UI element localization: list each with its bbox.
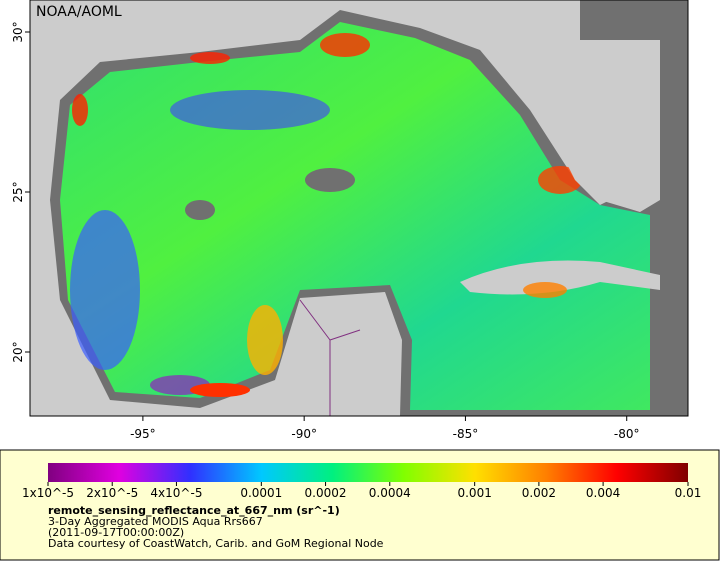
colorbar-label: 4x10^-5: [150, 486, 202, 500]
high-patch: [538, 166, 582, 194]
florida: [530, 100, 610, 205]
colorbar-label: 0.004: [586, 486, 620, 500]
caption-product: 3-Day Aggregated MODIS Aqua Rrs667: [48, 515, 263, 528]
lat-label: 30°: [11, 21, 25, 42]
credit: NOAA/AOML: [36, 4, 122, 20]
caption-variable: remote_sensing_reflectance_at_667_nm (sr…: [48, 504, 340, 517]
caption-credit: Data courtesy of CoastWatch, Carib. and …: [48, 537, 384, 550]
colorbar-label: 0.0004: [369, 486, 411, 500]
high-patch: [190, 383, 250, 397]
no-data-patch: [305, 168, 355, 192]
caption-time: (2011-09-17T00:00:00Z): [48, 526, 184, 539]
colorbar: [48, 463, 688, 482]
high-patch: [523, 282, 567, 298]
low-patch: [70, 210, 140, 370]
high-patch: [247, 305, 283, 375]
colorbar-label: 1x10^-5: [22, 486, 74, 500]
high-patch: [72, 94, 88, 126]
cuba: [460, 260, 660, 295]
lon-label: -85°: [453, 427, 479, 441]
low-patch: [170, 90, 330, 130]
colorbar-label: 0.0002: [305, 486, 347, 500]
lon-label: -90°: [291, 427, 317, 441]
lon-label: -95°: [130, 427, 156, 441]
no-data-patch: [185, 200, 215, 220]
border: [299, 299, 361, 416]
lon-label: -80°: [614, 427, 640, 441]
atlantic: [660, 40, 688, 416]
map-frame: [29, 0, 689, 417]
colorbar-label: 0.001: [457, 486, 491, 500]
high-patch: [320, 33, 370, 57]
lat-label: 25°: [11, 181, 25, 202]
atlantic: [580, 0, 688, 40]
map: [30, 0, 688, 416]
lat-axis: 20° 25° 30°: [11, 21, 30, 363]
high-patch: [190, 52, 230, 64]
colorbar-label: 2x10^-5: [86, 486, 138, 500]
colorbar-label: 0.002: [522, 486, 556, 500]
colorbar-label: 0.01: [675, 486, 702, 500]
lon-axis: -95° -90° -85° -80°: [130, 416, 640, 441]
colorbar-label: 0.0001: [240, 486, 282, 500]
lat-label: 20°: [11, 341, 25, 362]
colorbar-axis: 1x10^-5 2x10^-5 4x10^-5 0.0001 0.0002 0.0004 0…: [22, 482, 701, 500]
